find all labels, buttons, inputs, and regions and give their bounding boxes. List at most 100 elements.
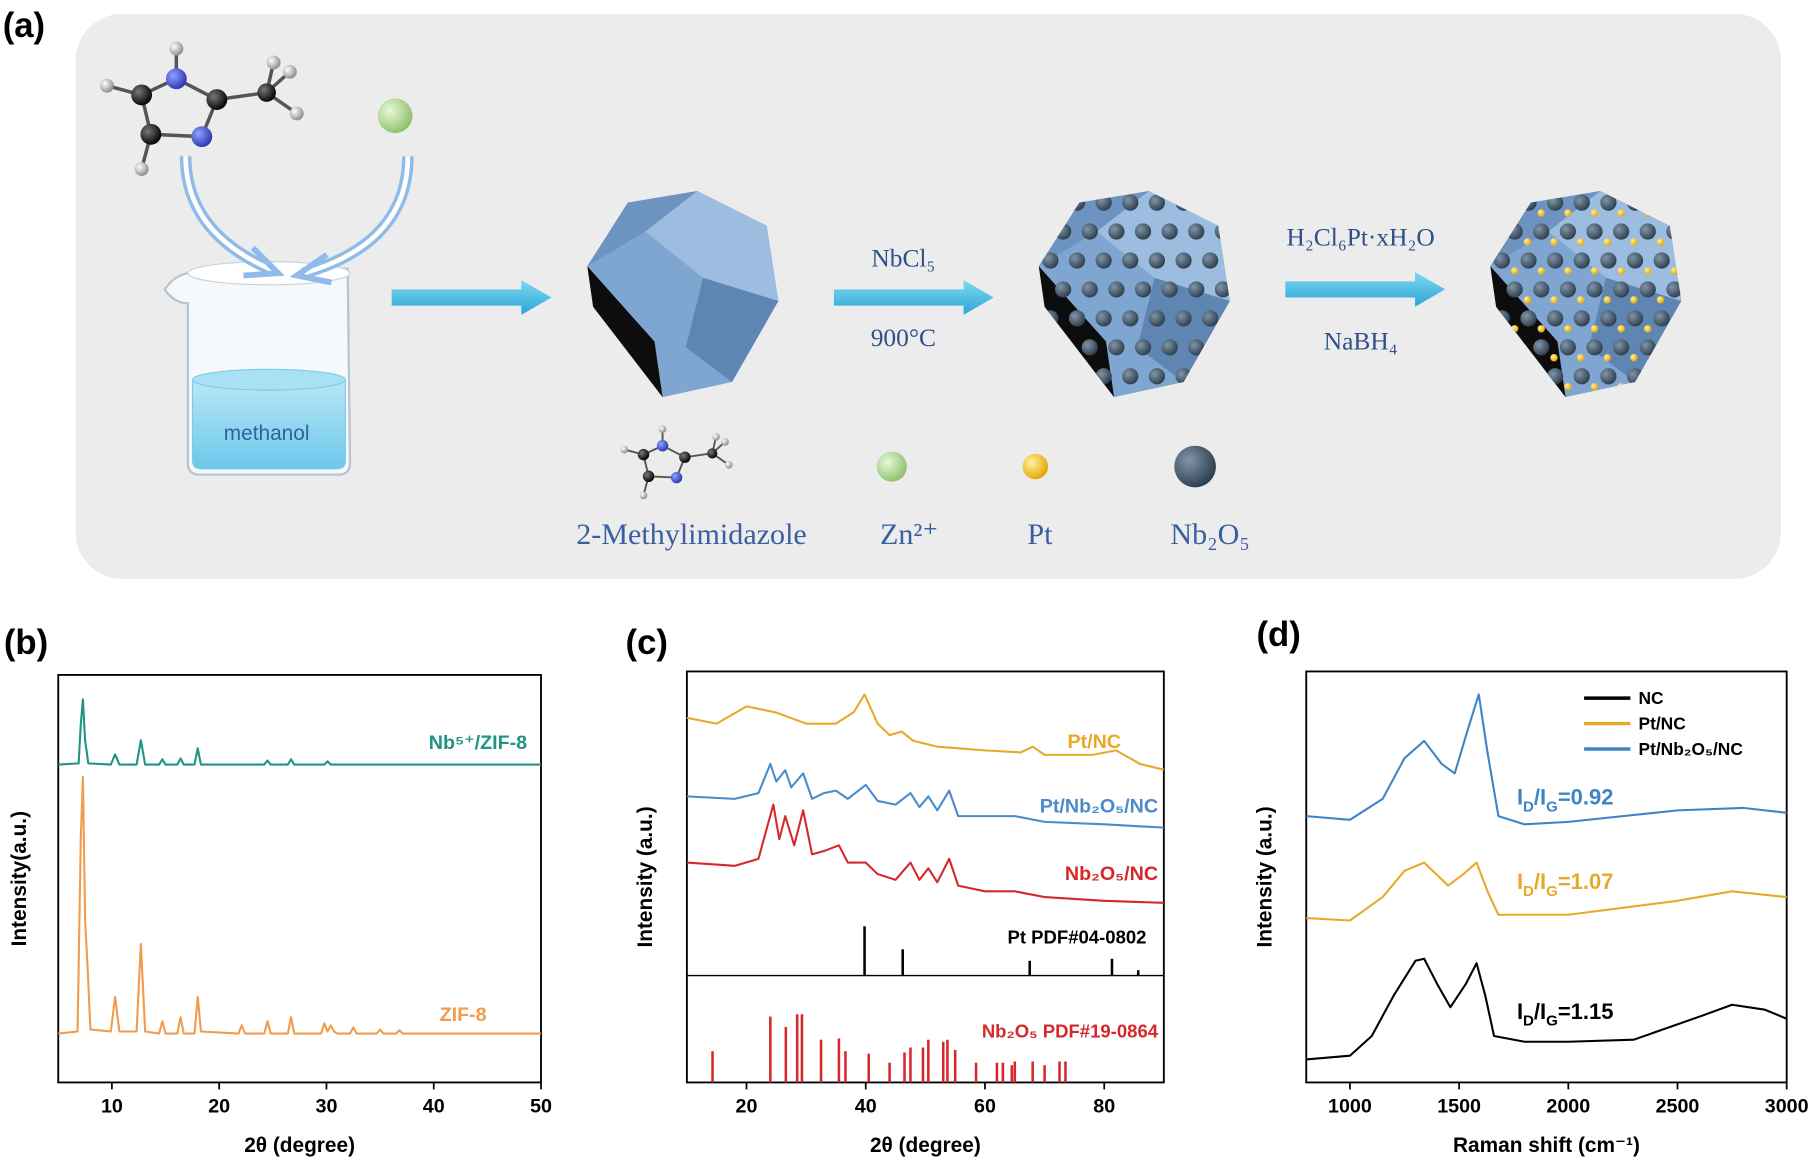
pt-dot [1576,354,1585,362]
pt-ball [1022,453,1049,480]
pt-dot [1670,267,1679,275]
pt-dot [1590,209,1599,217]
nb2o5-dot [1600,310,1617,327]
nb2o5-dot [1520,310,1537,327]
ratio-part: /I [1534,999,1546,1024]
nb2o5-dot [1600,194,1617,211]
nb2o5-dot [1122,252,1139,269]
atom [620,445,629,454]
nb2o5-dot [1188,281,1205,298]
panel-label: (c) [626,624,668,662]
series-line [58,775,542,1035]
nb2o5-dot [1639,281,1656,298]
pt-dot [1617,267,1625,275]
ratio-part: I [1517,999,1523,1024]
pt-dot [1550,354,1558,362]
x-tick-label: 50 [530,1096,552,1118]
nb2o5-dot [1586,223,1603,240]
pt-dot [1537,209,1545,217]
nb2o5-dot [1533,339,1550,356]
nb2o5-dot [1573,194,1590,211]
nb2o5-dot [1586,339,1603,356]
pt-dot [1564,382,1572,391]
series-line [1306,693,1787,826]
x-tick-label: 30 [316,1096,338,1118]
series-line [1306,957,1788,1061]
ratio-part: G [1546,799,1558,816]
atom [658,425,667,433]
panel-label: (a) [3,7,45,45]
nb2o5-dot [1559,223,1576,240]
atom [282,64,297,79]
nb2o5-dot [1613,223,1630,240]
pt-dot [1590,325,1599,333]
series-line [686,803,1164,904]
pt-dot [1537,267,1545,275]
crystal-face [1588,277,1682,383]
solvent-label: methanol [224,422,310,445]
atom [140,123,162,145]
pt-dot [1603,354,1611,362]
series-line [58,698,542,766]
legend-label: Pt [1027,517,1053,551]
crystal-shadow [587,266,663,398]
x-tick-label: 20 [736,1096,758,1118]
atom [165,68,187,90]
legend-label: Zn²⁺ [880,517,938,551]
atom [169,41,184,56]
crystal-face [645,191,779,301]
ratio-part: =1.07 [1558,869,1614,894]
nb2o5-dot [1122,368,1139,385]
ratio-part: D [1523,883,1534,900]
atom [724,460,733,469]
x-tick-label: 20 [208,1096,230,1118]
crystal-face [1137,277,1230,383]
nb2o5-dot [1626,252,1644,269]
nb2o5-dot [1202,252,1219,269]
nb2o5-dot [1639,223,1656,240]
nb2o5-ball [1174,445,1216,488]
nb2o5-dot [1613,339,1630,356]
x-tick-label: 2000 [1546,1096,1590,1118]
process-arrows [391,272,1446,315]
atom [99,78,114,93]
pt-dot [1656,296,1665,304]
x-tick-label: 40 [855,1096,877,1118]
nb2o5-dot [1148,310,1166,327]
crystal-shadow [1038,266,1115,398]
nb2o5-dot [1653,310,1670,327]
pt-dot [1617,325,1625,333]
nb2o5-dot [1214,281,1230,298]
pt-dot [1510,267,1519,275]
nb2o5-dot [1547,310,1564,327]
ratio-part: /I [1534,869,1546,894]
nb2o5-dot [1068,252,1086,269]
atom [670,471,683,484]
atom [266,55,281,70]
zn-ball [377,98,413,134]
plot-frame [57,674,542,1084]
nb2o5-dot [1055,281,1072,298]
pt-dot [1644,267,1652,275]
pt-dot [1550,238,1558,246]
atom [721,438,729,446]
nb2o5-dot [1202,310,1219,327]
series-line [686,762,1164,829]
atom [257,83,276,102]
plot-frame [1305,670,1788,1084]
pt-dot [1630,238,1638,246]
atom [707,448,718,459]
legend-label: Nb₂O₅ [1170,517,1249,551]
pt-dot [1630,354,1638,362]
nb2o5-dot [1134,339,1152,356]
x-tick-label: 3000 [1765,1096,1809,1118]
pt-dot [1603,238,1611,246]
curved-arrows [179,156,414,286]
nb2o5-dot [1533,281,1550,298]
nb2o5-dot [1520,252,1537,269]
nb2o5-dot [1134,281,1152,298]
pt-dot [1603,296,1611,304]
atom [191,126,213,148]
